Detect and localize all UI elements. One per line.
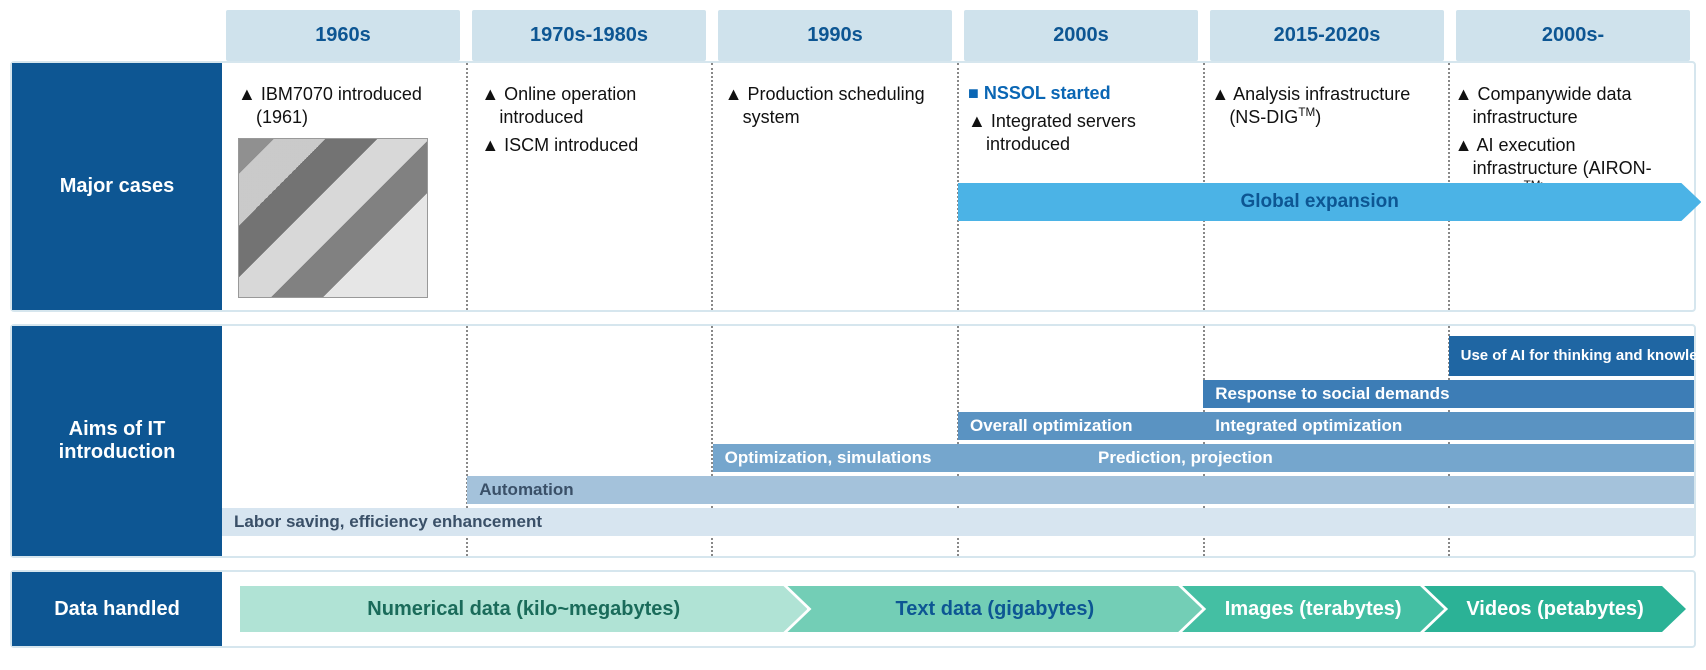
era-header: 1960s [226, 10, 460, 61]
era-header: 2000s- [1456, 10, 1690, 61]
aim-bar: Use of AI for thinking and knowledge [1449, 336, 1694, 376]
bullet-item: Online operation introduced [481, 83, 704, 128]
bullet-item: Analysis infrastructure (NS-DIGTM) [1211, 83, 1434, 128]
row-major-cases: Major cases IBM7070 introduced (1961)Onl… [10, 61, 1696, 312]
era-header: 2000s [964, 10, 1198, 61]
aim-bar: Automation [467, 476, 1694, 504]
era-header: 2015-2020s [1210, 10, 1444, 61]
aim-bar: Prediction, projection [958, 444, 1694, 472]
data-chevron: Videos (petabytes) [1424, 586, 1686, 632]
era-column: IBM7070 introduced (1961) [228, 73, 471, 302]
timeline-chart: 1960s1970s-1980s1990s2000s2015-2020s2000… [10, 10, 1696, 648]
row-data-handled: Data handled Numerical data (kilo~megaby… [10, 570, 1696, 648]
bullet-item: ISCM introduced [481, 134, 704, 157]
bullet-item: Production scheduling system [725, 83, 948, 128]
row-label-major: Major cases [12, 63, 222, 310]
row-label-aims: Aims of IT introduction [12, 326, 222, 556]
data-body: Numerical data (kilo~megabytes)Text data… [222, 572, 1694, 646]
data-chevron: Images (terabytes) [1182, 586, 1444, 632]
row-label-data: Data handled [12, 572, 222, 646]
data-chevron: Text data (gigabytes) [787, 586, 1202, 632]
data-chevron: Numerical data (kilo~megabytes) [240, 586, 807, 632]
era-column: Online operation introduced ISCM introduc… [471, 73, 714, 302]
era-header: 1990s [718, 10, 952, 61]
aim-bar: Integrated optimization [1203, 412, 1694, 440]
aims-body: Use of AI for thinking and knowledge Resp… [222, 326, 1694, 556]
era-header: 1970s-1980s [472, 10, 706, 61]
global-expansion-bar: Global expansion [958, 183, 1701, 221]
era-column: Production scheduling system [715, 73, 958, 302]
aim-bar: Overall optimization [958, 412, 1203, 440]
historical-photo [238, 138, 428, 298]
row-aims: Aims of IT introduction Use of AI for th… [10, 324, 1696, 558]
bullet-item: Integrated servers introduced [968, 110, 1191, 155]
aim-bar: Labor saving, efficiency enhancement [222, 508, 1694, 536]
era-headers: 1960s1970s-1980s1990s2000s2015-2020s2000… [220, 10, 1696, 61]
aim-bar: Response to social demands [1203, 380, 1694, 408]
bullet-item: Companywide data infrastructure [1455, 83, 1678, 128]
bullet-item: IBM7070 introduced (1961) [238, 83, 461, 128]
nssol-marker: NSSOL started [968, 83, 1191, 104]
major-body: IBM7070 introduced (1961)Online operatio… [222, 63, 1694, 310]
